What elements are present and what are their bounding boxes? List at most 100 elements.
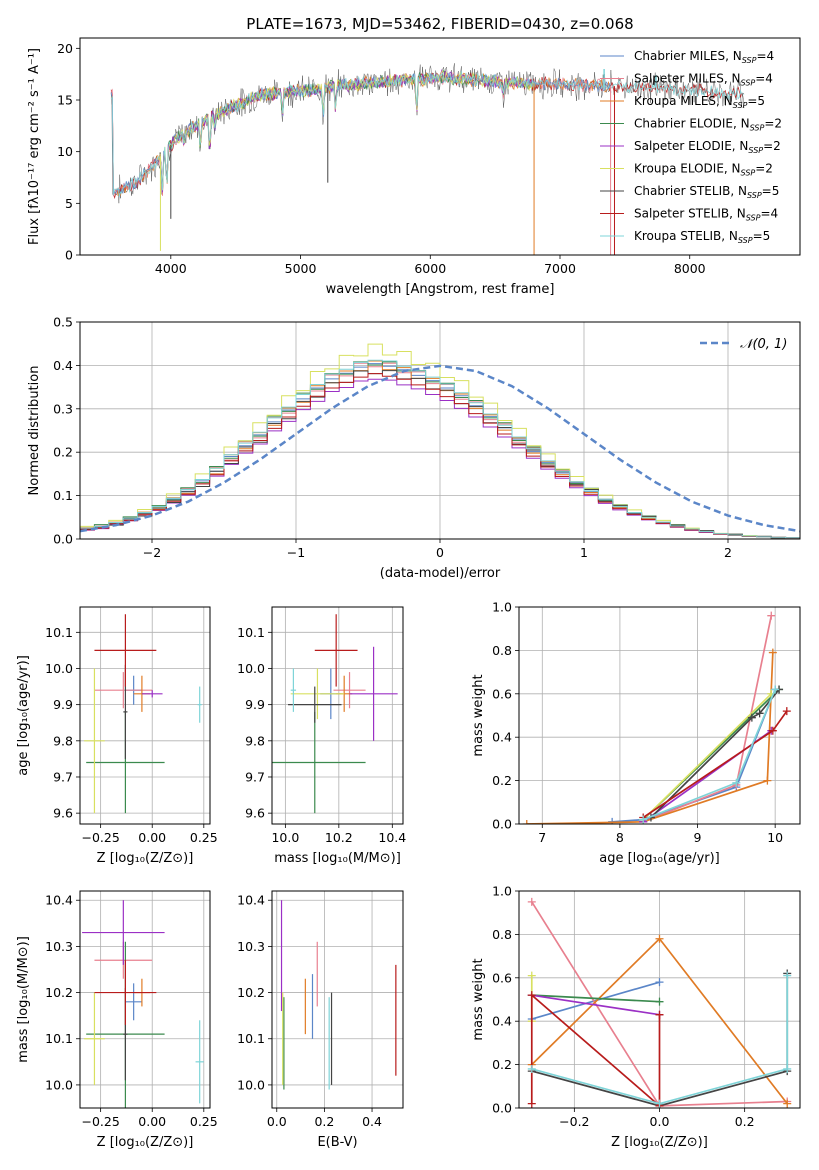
- panel-age-vs-mass: 10.0 10.2 10.4 9.6 9.7 9.8 9.9 10.0 10.1 mass [lo…: [237, 606, 406, 866]
- axes-frame: [271, 606, 404, 825]
- y-tick-label: 5: [65, 196, 73, 211]
- plot-area: [82, 900, 204, 1108]
- y-tick-label: 9.7: [53, 769, 73, 784]
- x-tick-label: 9: [694, 830, 702, 845]
- chart-title: PLATE=1673, MJD=53462, FIBERID=0430, z=0…: [246, 15, 633, 33]
- y-tick-label: 10.1: [45, 625, 73, 640]
- series-line: [531, 994, 660, 1003]
- x-tick-label: 10: [767, 830, 783, 845]
- x-tick-label: 6000: [414, 261, 446, 276]
- x-tick-label: 2: [724, 545, 732, 560]
- y-tick-label: 10.1: [45, 1031, 73, 1046]
- legend-label: Chabrier ELODIE, NSSP=2: [634, 117, 782, 133]
- series-line: [642, 693, 772, 821]
- x-tick-label: 7: [538, 830, 546, 845]
- plus-marker: [755, 709, 764, 718]
- y-tick-label: 9.8: [53, 733, 73, 748]
- y-axis-label: age [log₁₀(age/yr)]: [16, 655, 31, 776]
- x-tick-label: 10.0: [271, 830, 299, 845]
- y-axis-label: mass [log₁₀(M/M⊙)]: [16, 936, 31, 1063]
- y-tick-label: 0.4: [492, 730, 512, 745]
- x-tick-label: 0.4: [362, 1114, 382, 1129]
- panel-mass-vs-ebv: 0.0 0.2 0.4 10.0 10.1 10.2 10.3 10.4 E(B-V): [237, 890, 404, 1150]
- plus-marker: [782, 707, 791, 716]
- plus-marker: [655, 978, 664, 987]
- plus-marker: [639, 815, 648, 824]
- spectrum-series-line: [110, 71, 745, 200]
- y-tick-label: 1.0: [492, 884, 512, 899]
- plus-marker: [527, 1099, 536, 1108]
- plus-marker: [747, 713, 756, 722]
- x-tick-label: 4000: [155, 261, 187, 276]
- legend-label: Kroupa STELIB, NSSP=5: [634, 229, 770, 245]
- normal-reference-curve: [80, 364, 800, 533]
- legend-label: Salpeter STELIB, NSSP=4: [634, 207, 778, 223]
- panel-mass-weight-vs-age: 7 8 9 10 0.0 0.2 0.4 0.6 0.8 1.0 age [log₁₀(age/yr…: [471, 600, 801, 866]
- y-tick-label: 0.3: [53, 401, 73, 416]
- plus-marker: [527, 991, 536, 1000]
- x-tick-label: 0.0: [650, 1114, 670, 1129]
- axes-frame: [79, 606, 211, 825]
- legend: Chabrier MILES, NSSP=4 Salpeter MILES, NS…: [600, 49, 782, 245]
- plus-marker: [768, 648, 777, 657]
- y-tick-label: 0.4: [53, 358, 73, 373]
- axes-frame: [518, 606, 801, 825]
- y-tick-label: 9.9: [245, 697, 265, 712]
- y-tick-label: 10.4: [237, 893, 265, 908]
- spectrum-series-line: [110, 70, 745, 198]
- x-tick-label: 1: [580, 545, 588, 560]
- plot-area: [280, 900, 397, 1090]
- plot-area: [110, 63, 745, 255]
- plus-marker: [655, 1010, 664, 1019]
- plus-marker: [527, 1064, 536, 1073]
- y-tick-label: 10.0: [237, 1077, 265, 1092]
- x-tick-label: 0.0: [267, 1114, 287, 1129]
- x-tick-label: 0: [436, 545, 444, 560]
- x-tick-label: 0.00: [138, 1114, 166, 1129]
- series-line: [642, 710, 788, 819]
- y-tick-label: 1.0: [492, 600, 512, 615]
- plus-marker: [783, 1064, 792, 1073]
- y-tick-label: 10.3: [45, 939, 73, 954]
- spectrum-series-line: [157, 70, 535, 191]
- y-tick-label: 10.0: [237, 661, 265, 676]
- y-tick-label: 0.2: [492, 773, 512, 788]
- legend-label: Chabrier STELIB, NSSP=5: [634, 184, 779, 200]
- plus-marker: [522, 820, 531, 824]
- plus-marker: [783, 1099, 792, 1108]
- y-tick-label: 0.2: [492, 1057, 512, 1072]
- y-tick-label: 9.6: [53, 806, 73, 821]
- x-tick-label: 10.4: [378, 830, 406, 845]
- plus-marker: [771, 685, 780, 694]
- plot-area: [272, 614, 398, 814]
- y-tick-label: 10: [57, 144, 73, 159]
- plus-marker: [763, 776, 772, 785]
- x-tick-label: −0.25: [81, 830, 119, 845]
- y-axis-label: mass weight: [471, 958, 486, 1040]
- y-tick-label: 0.2: [53, 445, 73, 460]
- legend-label: Salpeter ELODIE, NSSP=2: [634, 139, 781, 155]
- axes-frame: [271, 890, 404, 1109]
- x-axis-label: Z [log₁₀(Z/Z⊙)]: [97, 1135, 194, 1150]
- legend-label: Salpeter MILES, NSSP=4: [634, 72, 773, 88]
- y-tick-label: 9.7: [245, 769, 265, 784]
- panel-mass-vs-z: −0.25 0.00 0.25 10.0 10.1 10.2 10.3 10.4 Z [log₁…: [16, 890, 218, 1150]
- y-tick-label: 0.5: [53, 315, 73, 330]
- y-tick-label: 10.3: [237, 939, 265, 954]
- series-line: [531, 994, 660, 1016]
- y-tick-label: 0.6: [492, 686, 512, 701]
- y-tick-label: 10.4: [45, 893, 73, 908]
- y-tick-label: 10.0: [45, 661, 73, 676]
- y-tick-label: 9.8: [245, 733, 265, 748]
- y-tick-label: 0.6: [492, 970, 512, 985]
- y-tick-label: 10.1: [237, 625, 265, 640]
- x-tick-label: 10.2: [325, 830, 353, 845]
- y-tick-label: 0.8: [492, 643, 512, 658]
- plus-marker: [655, 997, 664, 1006]
- y-tick-label: 10.1: [237, 1031, 265, 1046]
- y-tick-label: 0.0: [492, 1101, 512, 1116]
- x-axis-label: mass [log₁₀(M/M⊙)]: [274, 851, 401, 866]
- plot-area: [522, 611, 791, 824]
- plus-marker: [527, 971, 536, 980]
